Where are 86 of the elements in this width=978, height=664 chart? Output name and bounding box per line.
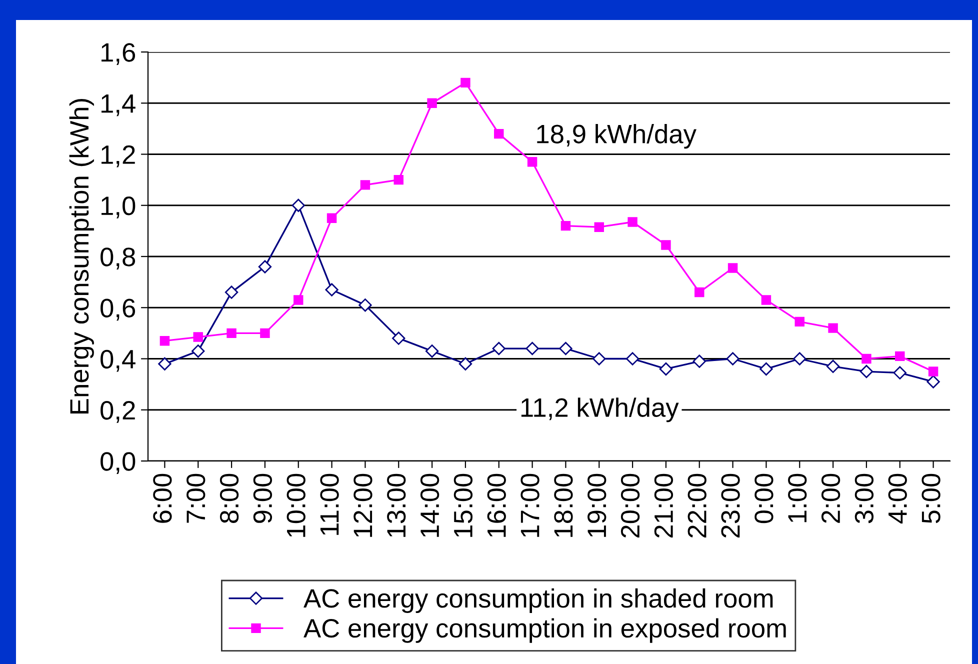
- point: [193, 332, 203, 342]
- legend-label: AC energy consumption in exposed room: [304, 618, 786, 643]
- point: [928, 366, 938, 376]
- point: [793, 352, 806, 366]
- point: [292, 198, 305, 212]
- x-tick-label: 18:00: [554, 474, 573, 537]
- x-tick-label: 17:00: [520, 474, 540, 537]
- point: [760, 362, 773, 376]
- point: [659, 362, 673, 376]
- point: [628, 217, 638, 227]
- x-tick-label: 14:00: [420, 474, 440, 537]
- point: [394, 174, 404, 185]
- y-axis-title: Energy consumption (kWh): [69, 99, 94, 414]
- point: [728, 263, 738, 273]
- point: [224, 286, 238, 299]
- point: [392, 332, 406, 345]
- point: [694, 287, 704, 298]
- point: [427, 98, 437, 108]
- y-tick-label: 1,2: [102, 145, 135, 168]
- y-tick-label: 0,4: [100, 350, 136, 372]
- point: [895, 351, 905, 362]
- x-tick-label: 12:00: [354, 474, 372, 537]
- point: [192, 344, 205, 358]
- point: [325, 283, 338, 296]
- point: [559, 342, 572, 356]
- y-tick-label: 0,0: [100, 452, 136, 474]
- x-tick-label: 6:00: [153, 474, 172, 523]
- point: [893, 366, 906, 380]
- y-tick-label: 0,2: [100, 401, 135, 423]
- point: [592, 352, 606, 366]
- x-tick-label: 4:00: [888, 474, 907, 524]
- point: [761, 295, 772, 305]
- point: [661, 240, 671, 250]
- y-tick-label: 0,6: [100, 298, 136, 321]
- annotation: 11,2 kWh/day: [521, 398, 679, 422]
- x-tick-label: 0:00: [754, 474, 774, 524]
- point: [260, 328, 270, 338]
- point: [692, 354, 706, 368]
- x-tick-label: 7:00: [186, 474, 206, 523]
- x-tick-label: 22:00: [688, 474, 706, 538]
- point: [492, 342, 506, 356]
- legend-label: AC energy consumption in shaded room: [304, 588, 773, 614]
- x-tick-label: 1:00: [788, 474, 807, 522]
- point: [794, 316, 804, 327]
- x-tick-label: 2:00: [821, 474, 840, 523]
- point: [458, 357, 472, 370]
- x-tick-label: 13:00: [387, 474, 406, 537]
- point: [527, 157, 538, 167]
- x-tick-label: 20:00: [620, 474, 640, 538]
- point: [860, 364, 874, 378]
- x-tick-label: 21:00: [654, 474, 674, 538]
- x-tick-label: 3:00: [854, 474, 874, 524]
- x-tick-label: 9:00: [253, 474, 272, 523]
- point: [158, 357, 172, 370]
- x-tick-label: 19:00: [588, 474, 606, 537]
- point: [560, 220, 571, 231]
- point: [226, 328, 236, 338]
- y-tick-label: 1,6: [102, 43, 136, 65]
- x-tick-label: 11:00: [320, 474, 339, 535]
- x-tick-label: 15:00: [454, 474, 473, 537]
- point: [326, 213, 337, 224]
- point: [294, 295, 304, 305]
- point: [526, 342, 539, 356]
- point: [258, 260, 272, 274]
- point: [594, 222, 604, 232]
- x-tick-label: 16:00: [487, 474, 506, 537]
- point: [494, 128, 504, 139]
- x-tick-label: 10:00: [286, 474, 306, 537]
- point: [425, 344, 439, 358]
- y-tick-label: 1,0: [102, 196, 136, 218]
- point: [926, 375, 940, 388]
- x-tick-label: 8:00: [220, 474, 239, 524]
- point: [360, 180, 370, 190]
- point: [460, 78, 470, 88]
- point: [828, 323, 838, 333]
- annotation: 18,9 kWh/day: [537, 124, 696, 149]
- x-tick-label: 23:00: [721, 474, 740, 538]
- x-tick-label: 5:00: [922, 474, 940, 524]
- y-tick-label: 0,8: [100, 248, 136, 270]
- point: [862, 354, 872, 364]
- y-tick-label: 1,4: [102, 94, 136, 116]
- point: [160, 336, 170, 346]
- point: [626, 352, 640, 366]
- point: [358, 298, 372, 312]
- point: [826, 360, 840, 374]
- point: [726, 352, 740, 366]
